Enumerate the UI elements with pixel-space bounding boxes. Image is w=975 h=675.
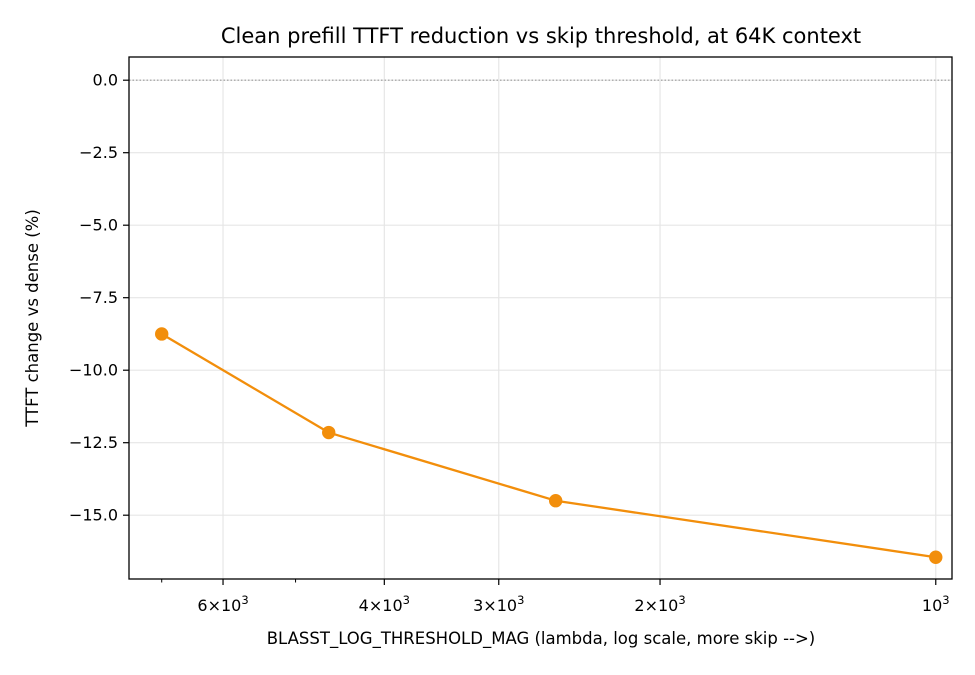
x-tick-label: 6×103 xyxy=(197,593,248,615)
x-tick-label: 2×103 xyxy=(634,593,685,615)
x-tick-label-base: 4×10 xyxy=(359,596,403,615)
x-tick-label-base: 6×10 xyxy=(197,596,241,615)
x-tick-label-exponent: 3 xyxy=(403,593,410,607)
y-tick-label: −5.0 xyxy=(79,216,118,235)
x-axis-label: BLASST_LOG_THRESHOLD_MAG (lambda, log sc… xyxy=(267,629,816,649)
x-tick-label-base: 3×10 xyxy=(473,596,517,615)
x-tick-label-base: 10 xyxy=(922,596,942,615)
x-tick-label: 103 xyxy=(922,593,950,615)
x-tick-label-exponent: 3 xyxy=(241,593,248,607)
y-axis: 0.0 −2.5 −5.0 −7.5 −10.0 −12.5 −15.0 xyxy=(69,71,129,525)
series-layer xyxy=(155,327,943,564)
series-line xyxy=(161,332,936,559)
y-tick-label: −15.0 xyxy=(69,506,118,525)
plot-frame xyxy=(128,56,953,580)
data-point xyxy=(322,425,336,440)
y-tick-label: −2.5 xyxy=(79,143,118,162)
x-tick-label-exponent: 3 xyxy=(517,593,524,607)
x-tick-label: 4×103 xyxy=(359,593,410,615)
data-point xyxy=(548,494,563,508)
x-tick-label-exponent: 3 xyxy=(678,593,685,607)
y-tick-label: −12.5 xyxy=(69,433,118,452)
x-tick-label-base: 2×10 xyxy=(634,596,678,615)
x-tick-label: 3×103 xyxy=(473,593,524,615)
y-axis-label: TTFT change vs dense (%) xyxy=(23,209,42,428)
y-tick-label: −10.0 xyxy=(69,361,118,380)
data-point xyxy=(155,327,169,341)
x-tick-label-exponent: 3 xyxy=(942,593,949,607)
y-tick-label: 0.0 xyxy=(93,71,118,90)
grid xyxy=(129,57,952,579)
y-tick-label: −7.5 xyxy=(79,288,118,307)
data-point xyxy=(929,550,943,564)
x-axis: 6×103 4×103 3×103 2×103 103 xyxy=(161,579,950,615)
chart-title: Clean prefill TTFT reduction vs skip thr… xyxy=(221,24,861,48)
